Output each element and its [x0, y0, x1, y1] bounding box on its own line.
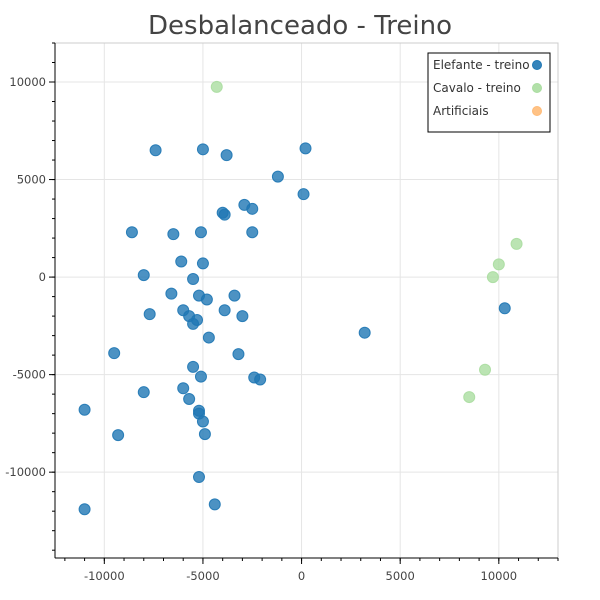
data-point — [137, 269, 150, 282]
data-point — [218, 304, 231, 317]
y-tick-label: 5000 — [17, 173, 46, 187]
chart-title: Desbalanceado - Treino — [148, 11, 452, 41]
legend-box — [427, 52, 551, 133]
legend-marker — [532, 83, 542, 93]
x-tick-label: 10000 — [481, 569, 518, 583]
data-point — [486, 271, 499, 284]
data-point — [187, 317, 200, 330]
data-point — [149, 144, 162, 157]
data-point — [492, 258, 505, 271]
legend-label: Artificiais — [433, 104, 489, 118]
data-point — [194, 370, 207, 383]
y-tick-label: 0 — [39, 270, 46, 284]
data-point — [479, 363, 492, 376]
data-point — [218, 208, 231, 221]
data-point — [177, 382, 190, 395]
data-point — [246, 226, 259, 239]
legend: Elefante - treino Cavalo - treino Artifici… — [427, 52, 551, 133]
legend-label: Cavalo - treino — [433, 81, 521, 95]
data-point — [463, 391, 476, 404]
data-point — [165, 287, 178, 300]
axes: -10000 -5000 0 5000 10000 -10000 -5000 0 5000 100… — [5, 42, 559, 583]
data-point — [510, 237, 523, 250]
data-point — [112, 429, 125, 442]
data-point — [196, 143, 209, 156]
data-point — [358, 326, 371, 339]
data-point — [187, 273, 200, 286]
data-point — [498, 302, 511, 315]
data-point — [143, 308, 156, 321]
data-point — [108, 347, 121, 360]
x-tick-label: -5000 — [186, 569, 219, 583]
data-point — [167, 228, 180, 241]
data-point — [210, 80, 223, 93]
data-point — [220, 149, 233, 162]
data-point — [202, 331, 215, 344]
legend-marker — [532, 106, 542, 116]
data-point — [200, 293, 213, 306]
y-tick-label: -10000 — [5, 465, 46, 479]
data-point — [228, 289, 241, 302]
y-tick-label: -5000 — [13, 368, 46, 382]
data-point — [299, 142, 312, 155]
data-point — [208, 498, 221, 511]
data-point — [271, 170, 284, 183]
data-point — [254, 373, 267, 386]
data-point — [236, 310, 249, 323]
data-point — [175, 255, 188, 268]
data-point — [196, 415, 209, 428]
data-point — [137, 386, 150, 399]
data-point — [297, 188, 310, 201]
data-point — [198, 428, 211, 441]
data-point — [78, 503, 91, 516]
data-point — [232, 348, 245, 361]
data-point — [192, 471, 205, 484]
data-point — [246, 202, 259, 215]
data-point — [196, 257, 209, 270]
data-points — [78, 80, 523, 516]
data-point — [194, 226, 207, 239]
y-tick-label: 10000 — [9, 75, 46, 89]
legend-marker — [532, 60, 542, 70]
legend-label: Elefante - treino — [433, 58, 530, 72]
data-point — [187, 360, 200, 373]
data-point — [78, 403, 91, 416]
x-tick-label: -10000 — [84, 569, 125, 583]
x-tick-label: 0 — [298, 569, 305, 583]
x-tick-label: 5000 — [386, 569, 415, 583]
data-point — [183, 393, 196, 406]
data-point — [125, 226, 138, 239]
